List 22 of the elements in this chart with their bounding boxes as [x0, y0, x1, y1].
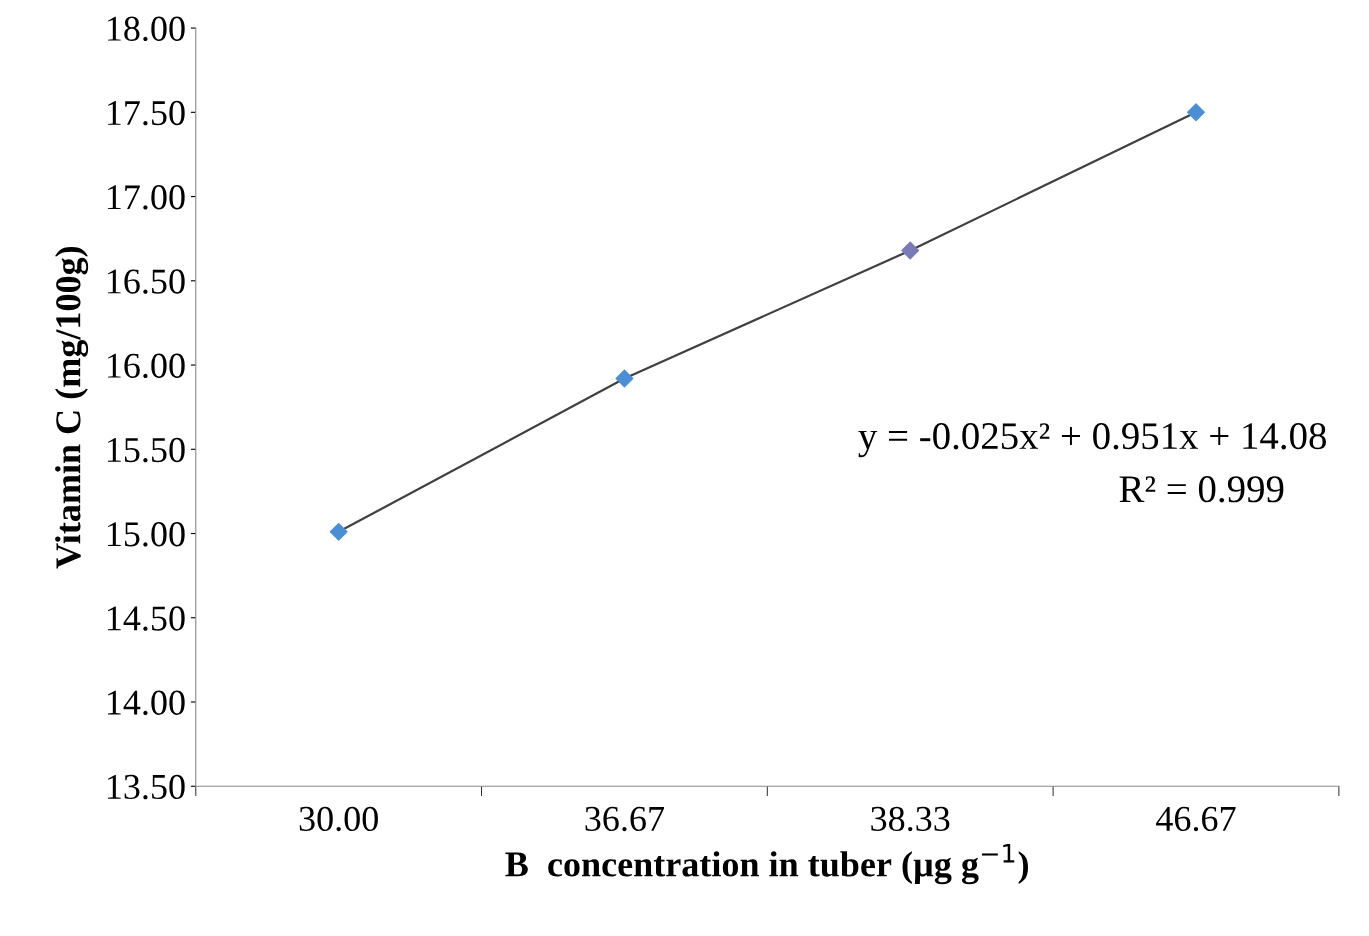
y-tick-label: 13.50: [107, 774, 185, 800]
y-axis-title: Vitamin C (mg/100g): [55, 246, 89, 569]
annotation: R² = 0.999: [1119, 476, 1284, 503]
point: [329, 522, 348, 541]
point: [615, 369, 634, 388]
x-tick-label: 30.00: [299, 806, 378, 832]
x-axis-title: B concentration in tuber (µg g$^{−1}$): [505, 843, 1028, 885]
y-tick-label: 18.00: [107, 16, 185, 42]
y-tick-label: 15.50: [107, 437, 185, 463]
x-tick-label: 36.67: [585, 806, 665, 832]
annotation: y = -0.025x² + 0.951x + 14.08: [858, 423, 1326, 458]
point: [901, 241, 920, 260]
y-tick-label: 14.50: [107, 606, 185, 631]
x-tick-label: 46.67: [1156, 806, 1236, 832]
x-tick-label: 38.33: [871, 806, 950, 832]
y-tick-label: 14.00: [107, 690, 185, 716]
y-tick-label: 16.50: [107, 269, 185, 294]
y-tick-label: 16.00: [107, 353, 185, 379]
y-tick-label: 17.50: [107, 100, 185, 126]
point: [1187, 103, 1205, 122]
y-tick-label: 17.00: [107, 185, 185, 210]
y-tick-label: 15.00: [107, 522, 185, 547]
